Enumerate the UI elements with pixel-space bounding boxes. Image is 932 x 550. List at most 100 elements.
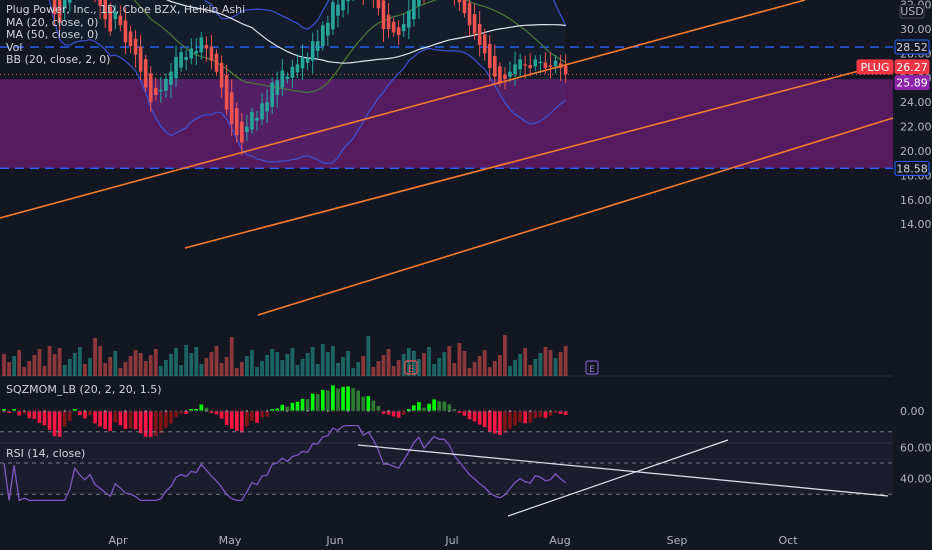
squeeze-dot-111 (564, 409, 567, 413)
squeeze-dot-68 (346, 409, 350, 413)
squeeze-dot-81 (412, 409, 415, 413)
indicator-ma20[interactable]: MA (20, close, 0) (6, 15, 99, 29)
volume-bar-74 (376, 361, 381, 376)
price-tag-2: 28.52 (896, 41, 928, 54)
volume-bar-49 (250, 350, 254, 376)
squeeze-dot-12 (63, 409, 66, 413)
volume-bar-71 (361, 356, 366, 376)
volume-bar-62 (315, 364, 320, 376)
squeeze-bar-13 (67, 411, 72, 421)
volume-bar-86 (437, 358, 442, 376)
indicator-ma50[interactable]: MA (50, close, 0) (6, 28, 99, 41)
squeeze-dot-57 (291, 409, 294, 413)
candle-body-30 (154, 87, 158, 95)
squeeze-bar-40 (204, 407, 209, 411)
squeeze-dot-37 (190, 409, 193, 413)
volume-bar-90 (457, 343, 462, 376)
candle-body-109 (553, 60, 558, 67)
squeeze-dot-62 (316, 409, 319, 413)
rsi-tick-1: 40.00 (900, 473, 932, 486)
candle-body-35 (179, 52, 183, 68)
squeeze-bar-51 (260, 411, 264, 418)
squeeze-bar-36 (184, 411, 188, 415)
squeeze-bar-66 (336, 388, 340, 411)
volume-bar-28 (143, 361, 148, 376)
bollinger-bands-layer (48, 0, 567, 165)
squeeze-dot-109 (554, 409, 557, 413)
rsi-trendline-up (507, 439, 729, 517)
bb-lower (48, 0, 567, 165)
price-axis[interactable]: 44.0042.0040.0038.0036.0034.0032.0030.00… (856, 0, 932, 486)
volume-bar-30 (153, 349, 158, 376)
squeeze-bar-86 (437, 401, 441, 411)
volume-bar-107 (543, 347, 548, 376)
candles-layer[interactable] (2, 0, 568, 156)
volume-bar-87 (442, 352, 447, 376)
volume-bar-58 (295, 365, 300, 376)
ma50-line (165, 0, 566, 64)
volume-bar-45 (229, 337, 234, 376)
squeeze-bar-43 (219, 411, 224, 419)
volume-bar-89 (452, 363, 457, 376)
volume-bar-11 (57, 348, 62, 376)
candle-body-59 (300, 57, 305, 69)
squeeze-dot-77 (392, 409, 395, 413)
squeeze-dot-26 (134, 409, 137, 413)
indicator-volume[interactable]: Vol (6, 40, 23, 54)
squeeze-bar-8 (42, 411, 47, 426)
symbol-title[interactable]: Plug Power, Inc., 1D, Cboe BZX, Heikin A… (6, 3, 246, 16)
squeeze-bar-56 (285, 406, 290, 411)
channel-line-1 (184, 61, 894, 249)
squeeze-bar-46 (234, 411, 239, 432)
squeeze-bar-39 (199, 404, 204, 411)
squeeze-dot-78 (397, 409, 400, 413)
squeeze-dot-6 (33, 409, 36, 413)
squeeze-bar-60 (305, 399, 310, 411)
currency-badge (899, 4, 925, 19)
rsi-legend[interactable]: RSI (14, close) (6, 447, 86, 460)
squeeze-dot-73 (372, 409, 375, 413)
squeeze-dot-43 (220, 409, 223, 413)
squeeze-bar-68 (346, 386, 350, 411)
volume-bar-105 (533, 359, 538, 376)
squeeze-dot-90 (458, 409, 461, 413)
squeeze-dot-95 (483, 409, 486, 413)
volume-bar-85 (432, 364, 436, 376)
squeeze-bar-97 (493, 411, 497, 434)
squeeze-dot-60 (306, 409, 309, 413)
squeeze-dot-32 (164, 409, 168, 413)
squeeze-dot-85 (433, 409, 436, 413)
volume-bar-59 (300, 359, 305, 376)
squeeze-bar-44 (224, 411, 229, 425)
volume-bar-46 (234, 368, 239, 376)
squeeze-bar-48 (245, 411, 249, 427)
volume-bar-93 (472, 362, 477, 376)
demand-zone (0, 79, 893, 169)
volume-bar-43 (219, 363, 224, 376)
squeeze-bar-18 (93, 411, 97, 424)
volume-bar-27 (138, 353, 143, 376)
squeeze-dot-65 (331, 409, 334, 413)
squeeze-bar-79 (401, 411, 406, 415)
squeeze-bar-105 (533, 411, 538, 419)
price-tag-3: PLUG (861, 61, 890, 74)
indicator-bb[interactable]: BB (20, close, 2, 0) (6, 53, 111, 66)
squeeze-bar-25 (128, 411, 133, 429)
squeeze-legend[interactable]: SQZMOM_LB (20, 2, 20, 1.5) (6, 383, 162, 396)
time-axis[interactable]: Apr May Jun Jul Aug Sep Oct (108, 534, 798, 547)
squeeze-dot-23 (119, 409, 122, 413)
candle-body-53 (270, 82, 274, 107)
candle-body-12 (62, 0, 67, 9)
price-tag-box-2 (894, 39, 930, 55)
squeeze-dot-94 (478, 409, 481, 413)
squeeze-dot-27 (139, 409, 142, 413)
squeeze-dot-56 (286, 409, 289, 413)
candle-body-77 (391, 21, 396, 33)
squeeze-dot-98 (498, 409, 501, 413)
squeeze-bar-92 (467, 411, 472, 420)
volume-bar-32 (164, 360, 168, 376)
squeeze-dot-1 (7, 409, 11, 413)
squeeze-bar-34 (174, 411, 178, 417)
